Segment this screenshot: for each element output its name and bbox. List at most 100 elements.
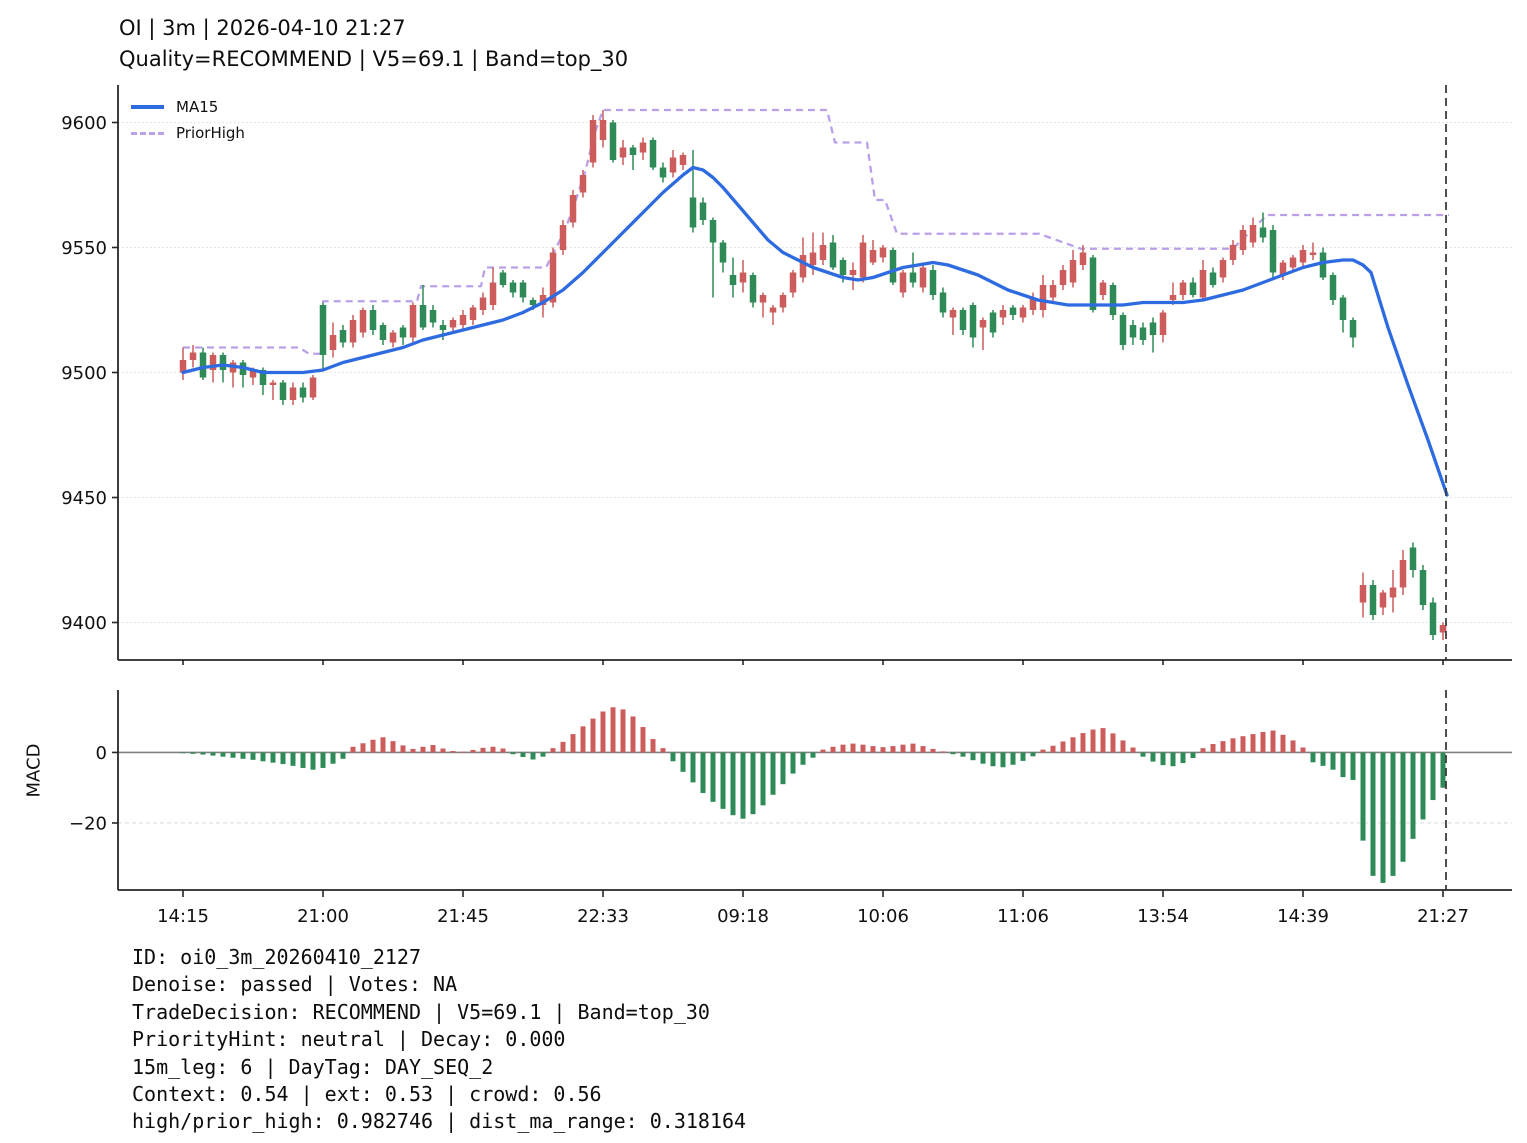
candle-body — [739, 272, 747, 283]
candle-body — [1239, 230, 1247, 250]
candle-body — [699, 202, 707, 220]
candle-body — [1099, 282, 1107, 295]
candle-body — [569, 195, 577, 223]
macd-bar — [970, 752, 976, 761]
macd-bar — [420, 746, 426, 753]
macd-tick-label: −20 — [69, 813, 107, 834]
priorhigh-line — [183, 108, 1449, 355]
macd-bar — [1310, 752, 1316, 763]
candle-body — [489, 282, 497, 305]
candle-body — [1419, 570, 1427, 605]
candle-body — [519, 282, 527, 298]
macd-bar — [210, 752, 216, 756]
footer-line-15mleg: 15m_leg: 6 | DayTag: DAY_SEQ_2 — [132, 1054, 494, 1079]
macd-bar — [190, 752, 196, 754]
macd-bar — [890, 746, 896, 753]
candle-body — [349, 320, 357, 343]
ma15-legend-label: MA15 — [176, 98, 219, 116]
macd-bar — [640, 727, 646, 753]
candle-body — [1329, 275, 1337, 300]
candle-body — [669, 157, 677, 173]
candle-body — [179, 360, 187, 373]
candle-body — [309, 377, 317, 398]
footer-line-id: ID: oi0_3m_20260410_2127 — [132, 945, 421, 969]
candle-body — [1009, 307, 1017, 315]
macd-bar — [1430, 752, 1436, 801]
macd-bar — [270, 752, 276, 763]
time-tick-label: 09:18 — [717, 906, 769, 927]
candle-body — [819, 245, 827, 260]
macd-bar — [1420, 752, 1426, 820]
macd-bar — [250, 752, 256, 760]
footer-stats: ID: oi0_3m_20260410_2127 Denoise: passed… — [132, 944, 746, 1136]
candle-body — [1199, 270, 1207, 298]
candle-body — [1369, 585, 1377, 615]
macd-bar — [240, 752, 246, 759]
priorhigh-line-swatch — [131, 131, 164, 135]
candle-body — [1049, 285, 1057, 298]
macd-bar — [680, 752, 686, 772]
candle-body — [859, 242, 867, 278]
candle-body — [429, 310, 437, 323]
candle-body — [279, 382, 287, 400]
candle-body — [709, 220, 717, 243]
price-tick-label: 9450 — [61, 488, 107, 509]
candle-body — [1069, 260, 1077, 283]
candle-body — [1409, 547, 1417, 570]
macd-bar — [1190, 752, 1196, 759]
candle-body — [259, 370, 267, 385]
candle-body — [589, 120, 597, 163]
macd-bar — [560, 741, 566, 753]
candle-body — [389, 332, 397, 343]
candle-body — [1279, 262, 1287, 275]
macd-bar — [670, 752, 676, 762]
macd-bar — [350, 746, 356, 753]
candle-body — [719, 242, 727, 263]
candle-body — [549, 252, 557, 303]
candle-body — [479, 297, 487, 310]
macd-bar — [1410, 752, 1416, 839]
candle-body — [359, 310, 367, 333]
candle-body — [449, 320, 457, 328]
candle-body — [849, 270, 857, 275]
macd-bar — [1390, 752, 1396, 876]
footer-line-priorityhint: PriorityHint: neutral | Decay: 0.000 — [132, 1027, 566, 1052]
candle-body — [199, 352, 207, 378]
macd-bar — [1230, 738, 1236, 753]
macd-bar — [1360, 752, 1366, 841]
macd-bar — [1330, 752, 1336, 770]
macd-bar — [780, 752, 786, 785]
macd-bar — [610, 707, 616, 753]
macd-axis-label: MACD — [23, 743, 45, 798]
candle-body — [679, 155, 687, 165]
candle-body — [1269, 230, 1277, 273]
candle-body — [999, 310, 1007, 318]
macd-bar — [1090, 729, 1096, 753]
candle-body — [639, 142, 647, 153]
macd-bar — [1210, 743, 1216, 753]
candle-body — [809, 252, 817, 265]
candle-body — [1029, 297, 1037, 310]
candle-body — [799, 255, 807, 278]
macd-bar — [1160, 752, 1166, 766]
macd-bar — [870, 746, 876, 753]
x-axis: 14:15 21:00 21:45 22:33 09:18 10:06 11:06 13:54… — [157, 660, 1469, 927]
candle-body — [659, 167, 667, 178]
candle-body — [399, 327, 407, 338]
macd-bar — [380, 737, 386, 753]
candle-body — [339, 330, 347, 343]
candle-body — [1149, 322, 1157, 335]
macd-bar — [440, 748, 446, 753]
candle-body — [769, 307, 777, 313]
macd-bar — [1290, 740, 1296, 753]
macd-bar — [720, 752, 726, 809]
candle-body — [609, 122, 617, 160]
candle-body — [1359, 585, 1367, 603]
macd-bar — [1350, 752, 1356, 780]
candle-body — [269, 382, 277, 385]
macd-bar — [760, 752, 766, 806]
candle-body — [1209, 272, 1217, 285]
footer-line-highprior: high/prior_high: 0.982746 | dist_ma_rang… — [132, 1109, 747, 1134]
